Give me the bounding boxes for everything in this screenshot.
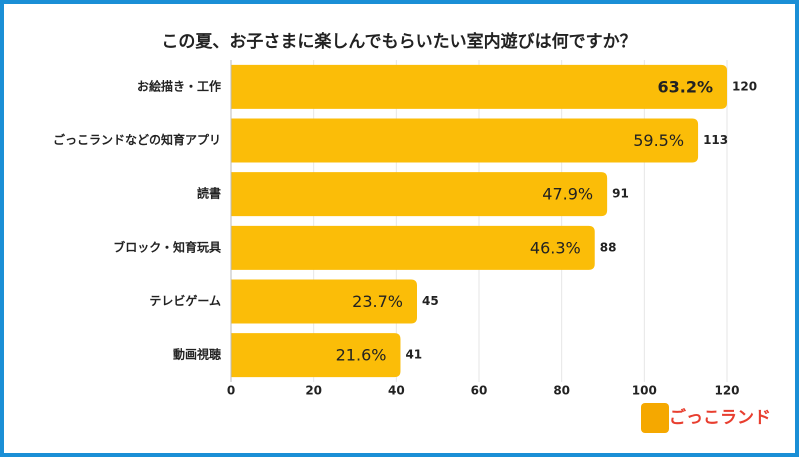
percent-label: 47.9%: [542, 185, 593, 204]
count-label: 88: [600, 240, 617, 254]
category-label: ブロック・知育玩具: [113, 239, 221, 254]
category-label: お絵描き・工作: [137, 78, 221, 93]
bar: [231, 172, 608, 217]
bar: [231, 118, 699, 163]
count-label: 120: [732, 79, 757, 93]
bar: [231, 279, 417, 324]
category-label: 読書: [197, 186, 221, 201]
category-label: 動画視聴: [173, 347, 221, 362]
logo-icon: [641, 403, 669, 433]
category-label: テレビゲーム: [149, 293, 221, 308]
x-tick-label: 40: [388, 384, 405, 398]
count-label: 45: [422, 294, 439, 308]
percent-label: 23.7%: [352, 292, 403, 311]
percent-label: 46.3%: [530, 238, 581, 257]
bar: [231, 225, 595, 270]
count-label: 113: [703, 133, 728, 147]
x-tick-label: 120: [714, 384, 739, 398]
category-label: ごっこランドなどの知育アプリ: [53, 132, 221, 147]
x-tick-label: 20: [305, 384, 322, 398]
logo: ごっこランド: [669, 407, 771, 428]
percent-label: 63.2%: [657, 77, 713, 96]
x-tick-label: 60: [471, 384, 488, 398]
x-tick-label: 100: [632, 384, 657, 398]
x-tick-label: 0: [227, 384, 235, 398]
count-label: 41: [405, 348, 422, 362]
chart-title: この夏、お子さまに楽しんでもらいたい室内遊びは何ですか？: [161, 31, 636, 52]
percent-label: 59.5%: [633, 131, 684, 150]
bar: [231, 64, 727, 109]
x-tick-label: 80: [553, 384, 570, 398]
bar: [231, 333, 401, 378]
percent-label: 21.6%: [336, 346, 387, 365]
count-label: 91: [612, 187, 629, 201]
